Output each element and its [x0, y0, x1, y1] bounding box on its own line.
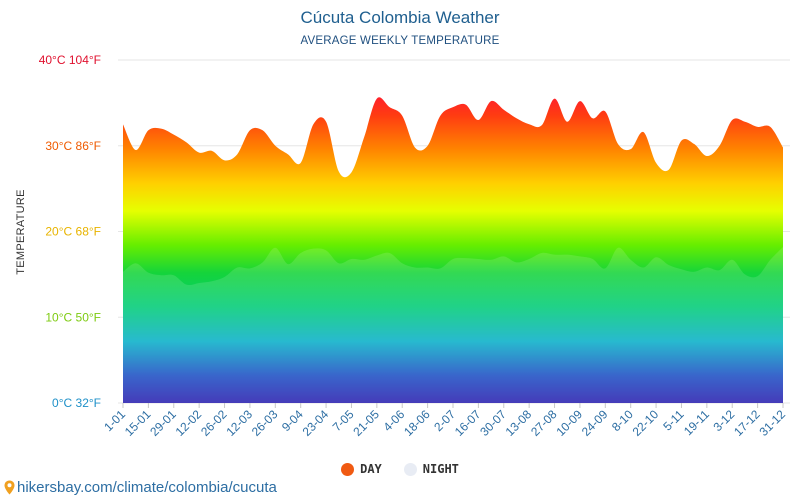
legend-night-label: NIGHT	[422, 462, 459, 476]
x-tick-label: 26-03	[249, 407, 281, 439]
day-series-area	[123, 97, 783, 404]
series-areas	[123, 97, 783, 404]
x-tick-label: 30-07	[477, 407, 509, 439]
chart-subtitle: AVERAGE WEEKLY TEMPERATURE	[300, 35, 500, 47]
x-tick-label: 18-06	[401, 407, 433, 439]
legend-day-label: DAY	[360, 462, 382, 476]
x-tick-label: 27-08	[528, 407, 560, 439]
x-tick-label: 24-09	[579, 407, 611, 439]
legend-item-night[interactable]: NIGHT	[403, 462, 459, 476]
x-tick-labels: 1-0115-0129-0112-0226-0212-0326-039-0423…	[101, 403, 788, 439]
footer-link[interactable]: hikersbay.com/climate/colombia/cucuta	[4, 479, 277, 496]
y-tick-label: 20°C 68°F	[45, 225, 101, 239]
y-tick-labels: 0°C 32°F 10°C 50°F 20°C 68°F 30°C 86°F 40°C …	[39, 53, 101, 410]
x-tick-label: 12-02	[173, 407, 205, 439]
footer-text: hikersbay.com/climate/colombia/cucuta	[17, 479, 277, 496]
x-tick-label: 12-03	[223, 407, 255, 439]
x-tick-label: 13-08	[503, 407, 535, 439]
y-tick-label: 0°C 32°F	[52, 396, 101, 410]
chart-title: Cúcuta Colombia Weather	[300, 8, 500, 27]
x-tick-label: 22-10	[630, 407, 662, 439]
x-tick-label: 15-01	[122, 407, 154, 439]
x-tick-label: 17-12	[731, 407, 763, 439]
location-pin-icon	[4, 480, 15, 495]
legend-night-dot	[403, 462, 417, 476]
legend: DAY NIGHT	[0, 462, 800, 476]
x-tick-label: 16-07	[452, 407, 484, 439]
x-tick-label: 31-12	[757, 407, 789, 439]
x-tick-label: 10-09	[553, 407, 585, 439]
legend-item-day[interactable]: DAY	[341, 462, 382, 476]
x-tick-label: 29-01	[147, 407, 179, 439]
y-tick-label: 40°C 104°F	[39, 53, 101, 67]
y-tick-label: 10°C 50°F	[45, 310, 101, 324]
x-tick-label: 19-11	[681, 407, 712, 438]
x-tick-label: 23-04	[300, 407, 332, 439]
night-series-area	[123, 246, 783, 403]
y-tick-label: 30°C 86°F	[45, 139, 101, 153]
x-tick-label: 26-02	[198, 407, 230, 439]
legend-day-dot	[341, 462, 355, 476]
x-tick-label: 21-05	[350, 407, 382, 439]
